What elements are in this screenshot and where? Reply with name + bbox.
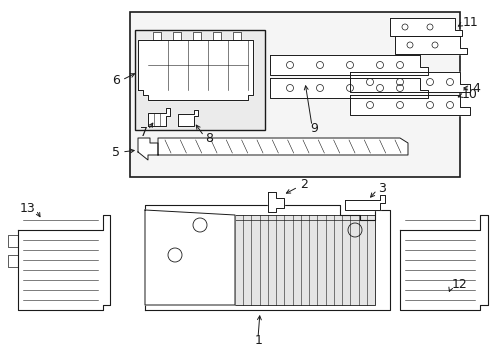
Bar xyxy=(135,30,265,130)
Polygon shape xyxy=(138,138,158,160)
Text: 5: 5 xyxy=(112,145,120,158)
Text: 6: 6 xyxy=(112,73,120,86)
Text: 4: 4 xyxy=(472,81,480,94)
Polygon shape xyxy=(8,235,18,247)
Polygon shape xyxy=(148,108,170,126)
Polygon shape xyxy=(350,72,470,92)
Text: 2: 2 xyxy=(300,179,308,192)
Polygon shape xyxy=(395,36,467,54)
Text: 11: 11 xyxy=(463,15,479,28)
Bar xyxy=(130,12,460,177)
Polygon shape xyxy=(145,205,390,310)
Polygon shape xyxy=(400,215,488,310)
Bar xyxy=(235,215,375,305)
Text: 3: 3 xyxy=(378,181,386,194)
Text: 8: 8 xyxy=(205,131,213,144)
Polygon shape xyxy=(233,32,241,40)
Polygon shape xyxy=(268,192,284,212)
Polygon shape xyxy=(18,215,110,310)
Polygon shape xyxy=(390,18,462,36)
Text: 13: 13 xyxy=(19,202,35,215)
Polygon shape xyxy=(270,78,428,98)
Text: 7: 7 xyxy=(140,126,148,139)
Text: 1: 1 xyxy=(255,333,263,346)
Polygon shape xyxy=(345,195,385,210)
Polygon shape xyxy=(213,32,221,40)
Polygon shape xyxy=(138,40,253,100)
Polygon shape xyxy=(153,32,161,40)
Polygon shape xyxy=(270,55,428,75)
Polygon shape xyxy=(8,255,18,267)
Polygon shape xyxy=(178,110,198,126)
Polygon shape xyxy=(350,95,470,115)
Text: 9: 9 xyxy=(310,122,318,135)
Polygon shape xyxy=(193,32,201,40)
Polygon shape xyxy=(158,138,408,155)
Polygon shape xyxy=(145,210,235,305)
Polygon shape xyxy=(173,32,181,40)
Text: 12: 12 xyxy=(452,279,468,292)
Text: 10: 10 xyxy=(462,89,478,102)
